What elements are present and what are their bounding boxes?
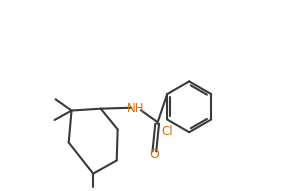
Text: Cl: Cl <box>161 125 173 138</box>
Text: NH: NH <box>127 102 144 115</box>
Text: O: O <box>149 148 159 161</box>
